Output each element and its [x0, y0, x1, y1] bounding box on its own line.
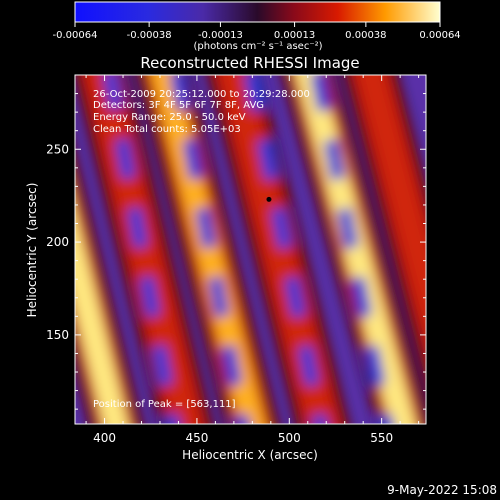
- ridge-core: [221, 75, 335, 424]
- x-tick-label: 550: [370, 431, 393, 445]
- y-tick-label: 150: [46, 328, 69, 342]
- x-axis-label: Heliocentric X (arcsec): [182, 448, 318, 462]
- annotation-detectors: Detectors: 3F 4F 5F 6F 7F 8F, AVG: [93, 100, 264, 111]
- axis-ticks: 400 450 500 550 150 200 250: [46, 74, 426, 445]
- ridge-core: [296, 75, 416, 424]
- chart-title: Reconstructed RHESSI Image: [140, 54, 359, 72]
- ridge-core: [88, 75, 199, 424]
- ridge-core: [151, 75, 265, 424]
- x-tick-label: 450: [185, 431, 208, 445]
- annotation-clean-counts: Clean Total counts: 5.05E+03: [93, 124, 241, 135]
- footer-date: 9-May-2022 15:08: [387, 483, 497, 497]
- colorbar-tick-label: -0.00038: [127, 30, 172, 41]
- x-tick-label: 400: [93, 431, 116, 445]
- peak-marker-dot: [266, 196, 272, 202]
- colorbar-tick-label: 0.00038: [345, 30, 386, 41]
- y-axis-label: Heliocentric Y (arcsec): [25, 183, 39, 318]
- colorbar-tick-label: -0.00013: [198, 30, 243, 41]
- colorbar-tick-label: 0.00013: [274, 30, 315, 41]
- plot-frame: [74, 74, 427, 425]
- colorbar-units: (photons cm⁻² s⁻¹ asec⁻²): [193, 41, 322, 52]
- heatmap-area: [75, 75, 426, 424]
- annotation-time-range: 26-Oct-2009 20:25:12.000 to 20:29:28.000: [93, 89, 310, 100]
- colorbar-tick-label: -0.00064: [53, 30, 98, 41]
- y-tick-label: 250: [46, 142, 69, 156]
- ridge-core: [358, 75, 426, 333]
- colorbar-ticks: -0.00064 -0.00038 -0.00013 0.00013 0.00038 0.…: [53, 22, 461, 41]
- peak-position-label: Position of Peak = [563,111]: [93, 399, 236, 410]
- colorbar: [74, 1, 441, 23]
- y-tick-label: 200: [46, 235, 69, 249]
- colorbar-tick-label: 0.00064: [419, 30, 460, 41]
- x-tick-label: 500: [278, 431, 301, 445]
- annotation-energy-range: Energy Range: 25.0 - 50.0 keV: [93, 112, 246, 123]
- ridge-core: [75, 210, 128, 424]
